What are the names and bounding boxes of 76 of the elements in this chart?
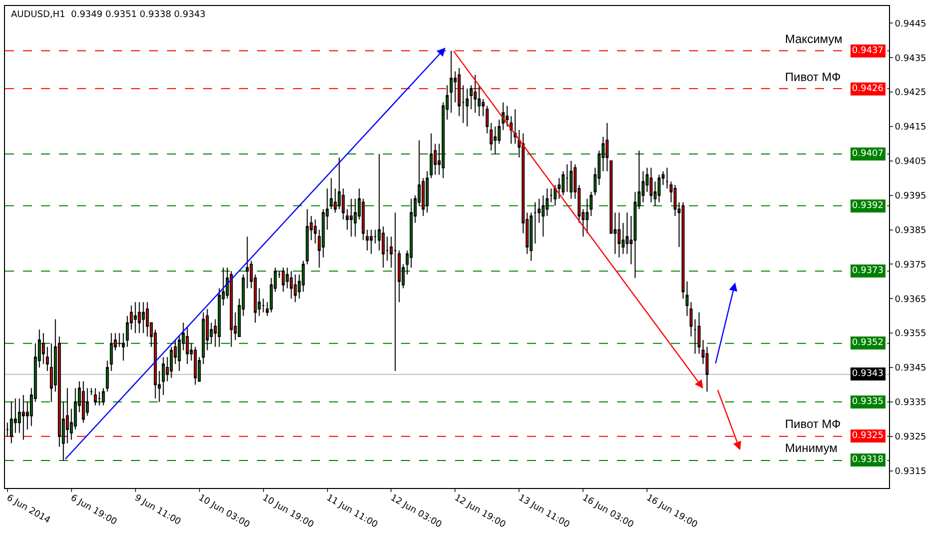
candlestick [394, 212, 397, 372]
candlestick [514, 108, 517, 144]
y-tick-label: 0.9395 [894, 192, 926, 202]
candlestick [90, 388, 93, 396]
annotation: 0.9437 [852, 46, 884, 56]
candlestick [690, 302, 693, 338]
y-tick-label: 0.9435 [894, 54, 926, 64]
y-tick-label: 0.9445 [894, 19, 926, 30]
candlestick [682, 202, 685, 300]
candlestick [294, 274, 297, 303]
candlestick [142, 302, 145, 334]
annotation: 0.9318 [852, 455, 884, 465]
annotation: 0.9335 [852, 397, 884, 407]
annotation: 0.9343 [852, 369, 884, 379]
ref-line-label: Максимум [785, 32, 842, 46]
ref-line-label: Пивот МФ [785, 70, 841, 84]
candlestick [42, 332, 45, 365]
annotation: 0.9392 [852, 201, 884, 211]
y-tick-label: 0.9365 [894, 294, 926, 305]
annotation: 0.9426 [852, 84, 884, 94]
y-tick-label: 0.9335 [894, 398, 926, 408]
candlestick [666, 167, 669, 189]
y-tick-label: 0.9315 [894, 466, 926, 477]
candlestick [314, 218, 317, 244]
candlestick [386, 236, 389, 262]
candlestick [230, 270, 233, 348]
candlestick [490, 122, 493, 152]
y-tick-label: 0.9345 [894, 364, 926, 374]
y-tick-label: 0.9415 [894, 122, 926, 133]
candlestick [134, 302, 137, 334]
candlestick [450, 50, 453, 114]
candlestick [534, 202, 537, 244]
candlestick [570, 160, 573, 200]
candlestick [282, 267, 285, 292]
candlestick [398, 250, 401, 303]
candlestick [138, 302, 141, 334]
annotation: 0.9373 [852, 266, 884, 276]
candlestick [162, 356, 165, 396]
candlestick [606, 122, 609, 172]
candlestick [530, 212, 533, 262]
candlestick [306, 208, 309, 265]
candlestick [350, 198, 353, 238]
candlestick [550, 188, 553, 203]
candlestick [290, 270, 293, 300]
candlestick [106, 360, 109, 392]
candlestick [46, 346, 49, 372]
candlestick [82, 380, 85, 424]
y-tick-label: 0.9375 [894, 260, 926, 270]
candlestick [650, 167, 653, 203]
candlestick [194, 346, 197, 386]
candlestick [618, 212, 621, 258]
y-tick-label: 0.9405 [894, 157, 926, 168]
annotation: 0.9352 [852, 338, 884, 348]
candlestick [502, 102, 505, 130]
candlestick [366, 229, 369, 251]
candlestick [94, 388, 97, 406]
y-tick-label: 0.9385 [894, 226, 926, 236]
candlestick [374, 229, 377, 244]
candlestick [370, 229, 373, 254]
y-tick-label: 0.9425 [894, 88, 926, 98]
candlestick [486, 105, 489, 134]
candlestick [658, 174, 661, 203]
candlestick [186, 326, 189, 365]
annotation: 0.9407 [852, 149, 884, 159]
candlestick [98, 391, 101, 406]
text: AUDUSD,H1 0.9349 0.9351 0.9338 0.9343 [11, 10, 206, 20]
y-tick-label: 0.9325 [894, 432, 926, 443]
annotation: 0.9325 [852, 431, 884, 441]
candlestick [506, 105, 509, 127]
candlestick [466, 88, 469, 127]
candlestick [510, 116, 513, 144]
candlestick [698, 312, 701, 354]
candlestick [686, 280, 689, 316]
ref-line-label: Пивот МФ [785, 417, 841, 431]
y-tick-label: 0.9355 [894, 329, 926, 340]
ref-line-label: Минимум [785, 441, 838, 455]
